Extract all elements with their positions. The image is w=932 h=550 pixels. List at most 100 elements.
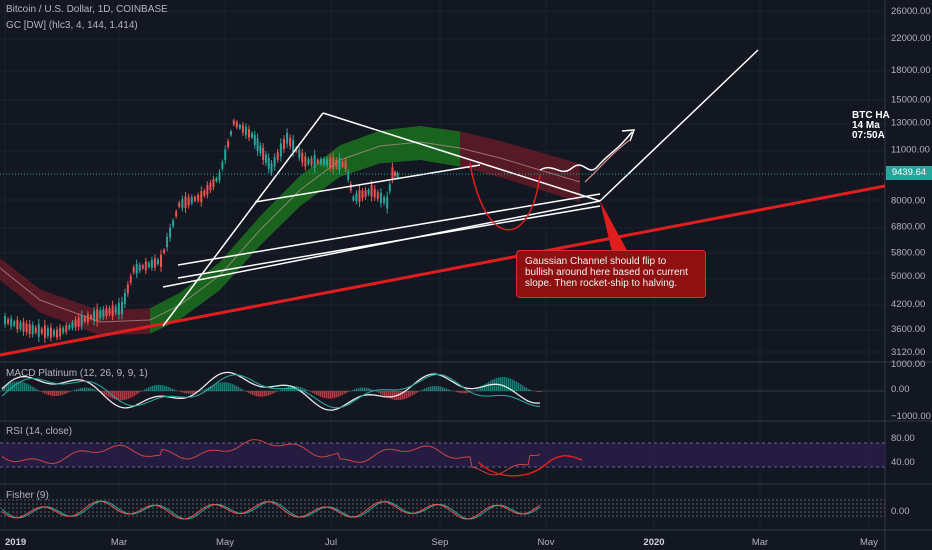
time-axis-label: May: [860, 537, 878, 548]
macd-histogram-bar: [458, 391, 460, 393]
macd-histogram-bar: [312, 391, 314, 393]
candle-body: [121, 301, 123, 315]
candle-body: [166, 236, 169, 248]
macd-histogram-bar: [384, 391, 386, 397]
time-axis-label: 2020: [643, 537, 664, 548]
candle-body: [227, 141, 230, 148]
macd-histogram-bar: [164, 385, 166, 391]
macd-histogram-bar: [490, 380, 492, 391]
candle-body: [193, 196, 196, 201]
candle-body: [352, 196, 355, 201]
macd-histogram-bar: [136, 391, 138, 395]
candle-body: [376, 192, 379, 199]
candle-body: [126, 284, 129, 294]
macd-histogram-bar: [174, 389, 176, 391]
candle-body: [349, 183, 352, 191]
macd-histogram-bar: [426, 387, 428, 391]
time-axis-label: Jul: [325, 537, 337, 548]
fisher-line: [1, 500, 541, 520]
macd-histogram-bar: [408, 391, 410, 398]
candle-body: [132, 267, 135, 273]
candle-body: [396, 172, 399, 178]
candle-body: [96, 308, 99, 322]
price-axis-label: 6800.00: [891, 222, 925, 233]
candle-body: [370, 184, 373, 197]
macd-histogram-bar: [176, 390, 178, 391]
candle-body: [37, 324, 40, 337]
candle-body: [215, 178, 218, 182]
macd-histogram-bar: [418, 391, 420, 392]
macd-axis-label: −1000.00: [891, 411, 931, 422]
candle-body: [310, 158, 313, 165]
macd-histogram-bar: [528, 388, 530, 391]
candle-body: [394, 171, 396, 177]
macd-histogram-bar: [166, 386, 168, 391]
candle-body: [77, 317, 80, 327]
candle-body: [262, 147, 265, 160]
candle-body: [259, 145, 262, 154]
macd-histogram-bar: [304, 388, 306, 391]
macd-histogram-bar: [270, 391, 272, 395]
candle-body: [316, 159, 319, 164]
macd-histogram-bar: [410, 391, 412, 397]
macd-line: [1, 371, 541, 411]
macd-histogram-bar: [482, 385, 484, 391]
candle-body: [229, 131, 232, 136]
macd-histogram-bar: [140, 391, 142, 392]
rsi-band: [0, 443, 885, 467]
candle-body: [43, 325, 46, 338]
macd-histogram-bar: [368, 388, 370, 391]
candle-body: [68, 324, 71, 329]
candle-body: [355, 193, 358, 202]
candle-body: [244, 126, 247, 136]
macd-histogram-bar: [62, 391, 64, 395]
candle-body: [86, 314, 89, 323]
candle-body: [232, 120, 235, 125]
candle-body: [367, 189, 370, 195]
macd-histogram-bar: [526, 387, 528, 391]
macd-histogram-bar: [364, 387, 366, 391]
price-axis-label: 4200.00: [891, 299, 925, 310]
macd-histogram-bar: [134, 391, 136, 396]
gaussian-channel-bearish: [460, 131, 580, 203]
macd-histogram-bar: [342, 391, 344, 395]
gaussian-channel-mid: [0, 141, 581, 323]
macd-histogram-bar: [194, 391, 196, 394]
macd-histogram-bar: [370, 388, 372, 391]
candle-body: [319, 158, 322, 165]
candle-body: [71, 322, 74, 329]
macd-histogram-bar: [442, 387, 444, 391]
candle-body: [169, 227, 172, 238]
macd-histogram-bar: [144, 389, 146, 391]
macd-histogram-bar: [320, 391, 322, 397]
macd-histogram-bar: [150, 386, 152, 391]
macd-histogram-bar: [108, 391, 110, 397]
btc-note-line: BTC HA: [852, 110, 890, 121]
candle-body: [218, 172, 221, 181]
macd-histogram-bar: [362, 387, 364, 391]
macd-histogram-bar: [88, 387, 90, 391]
macd-histogram-bar: [268, 391, 270, 396]
macd-histogram-bar: [48, 391, 50, 396]
candle-body: [282, 139, 285, 149]
macd-histogram-bar: [306, 389, 308, 391]
macd-histogram-bar: [160, 384, 162, 391]
macd-axis-label: 1000.00: [891, 359, 925, 370]
macd-histogram-bar: [328, 391, 330, 399]
macd-histogram-bar: [128, 391, 130, 399]
candle-body: [273, 157, 276, 167]
macd-histogram-bar: [414, 391, 416, 395]
candle-body: [129, 276, 132, 283]
candle-body: [241, 125, 244, 133]
candle-body: [286, 132, 289, 144]
candle-body: [156, 259, 159, 265]
macd-histogram-bar: [96, 390, 98, 391]
macd-histogram-bar: [432, 386, 434, 391]
macd-histogram-bar: [78, 388, 80, 391]
candle-body: [178, 202, 181, 207]
candle-body: [65, 325, 68, 332]
price-axis-label: 26000.00: [891, 6, 931, 17]
candle-body: [163, 249, 166, 254]
candle-body: [267, 157, 270, 169]
candle-body: [22, 321, 25, 332]
